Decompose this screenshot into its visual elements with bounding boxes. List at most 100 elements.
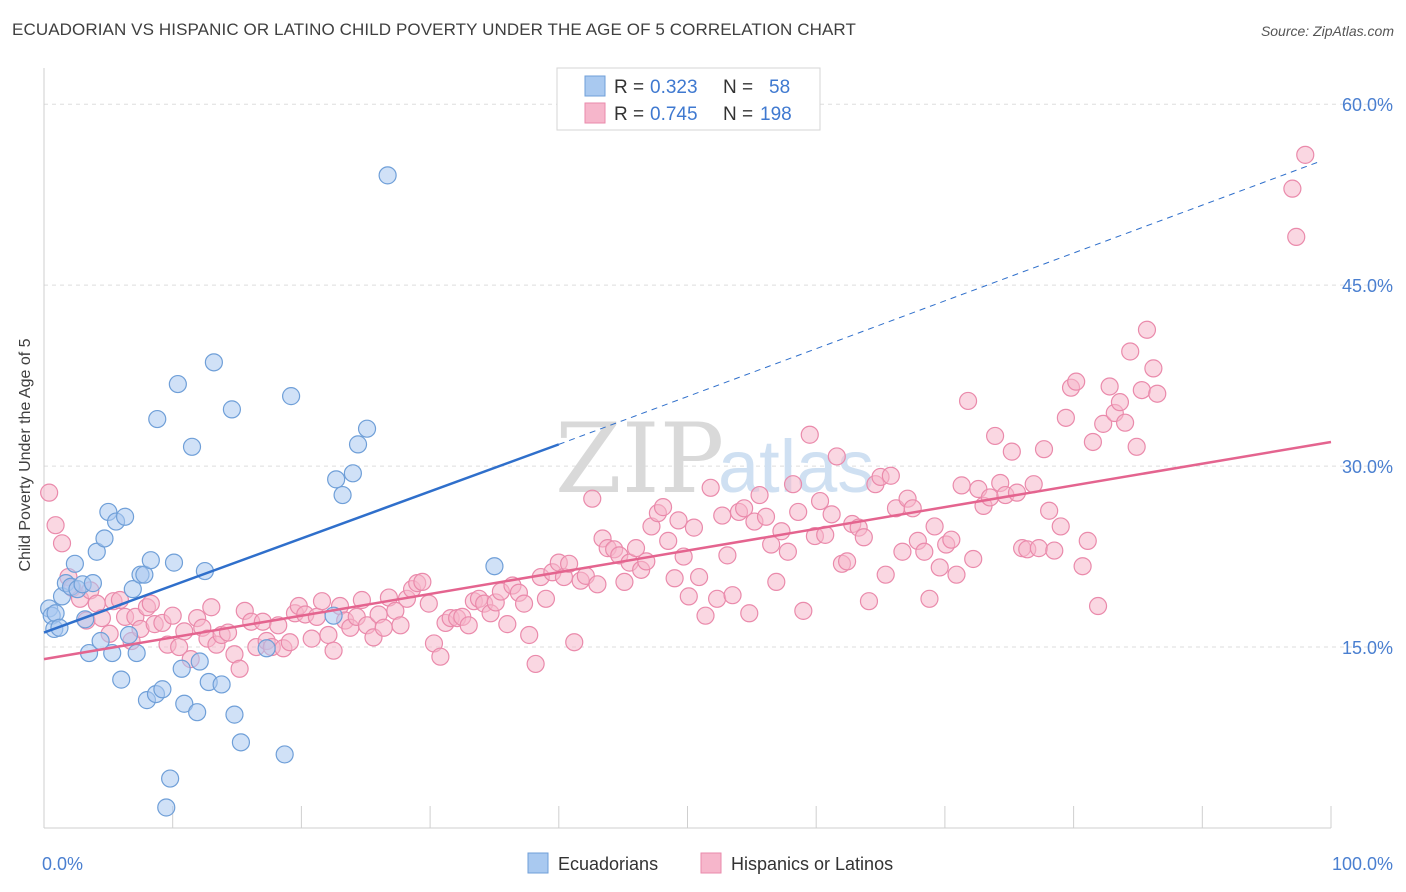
data-point [837,552,857,571]
data-point [164,553,184,572]
data-point [696,606,715,625]
y-tick-label: 15.0% [1342,638,1393,658]
data-point [854,528,873,547]
data-point [1034,440,1054,459]
legend-n-label: N = [723,104,753,125]
data-point [514,594,534,613]
legend-n-label: N = [723,77,753,98]
trend-line-ecuadorians [43,443,560,634]
data-point [701,478,720,497]
data-point [115,507,135,526]
watermark-atlas: atlas [718,425,874,508]
data-point [168,374,187,394]
data-point [182,437,202,456]
data-point [327,470,346,489]
data-point [876,565,895,584]
data-point [1137,320,1157,339]
data-point [112,670,131,689]
y-tick-labels: 15.0% 30.0% 45.0% 60.0% [1342,95,1393,658]
data-point [1045,541,1064,560]
source-label: Source: ZipAtlas.com [1260,23,1394,39]
data-point [559,554,579,573]
data-point [175,694,194,713]
data-point [230,659,249,678]
data-point [163,606,182,625]
data-point [1040,501,1059,520]
data-point [141,594,160,613]
data-point [952,476,971,495]
data-point [40,483,59,502]
legend-r-value: 0.323 [650,77,698,98]
data-point [485,557,504,576]
legend-r-label: R = [614,77,644,98]
data-point [1121,342,1140,361]
data-point [925,517,944,536]
data-point [1078,531,1097,550]
chart-title: ECUADORIAN VS HISPANIC OR LATINO CHILD P… [12,20,856,39]
legend-r-label: R = [614,104,644,125]
data-point [735,499,754,518]
data-point [190,652,209,671]
data-point [1088,596,1108,616]
data-point [772,522,791,541]
data-point [930,558,949,577]
data-point [231,733,251,752]
data-point [583,489,602,508]
data-point [947,565,966,584]
data-point [280,633,299,652]
data-point [357,419,377,438]
y-tick-label: 45.0% [1342,276,1393,296]
data-point [794,601,813,620]
data-point [1296,145,1315,164]
data-point [626,539,646,558]
data-point [161,769,180,788]
data-point [588,575,607,594]
data-point [1002,442,1021,461]
data-point [498,615,517,634]
data-point [275,745,294,764]
data-point [756,507,776,526]
legend-bottom: Ecuadorians Hispanics or Latinos [527,852,893,874]
data-point [659,531,678,550]
data-point [1115,413,1135,432]
data-point [536,589,556,608]
data-point [718,546,737,565]
data-point [964,549,983,569]
data-point [119,625,139,645]
legend-bottom-label-hispanics: Hispanics or Latinos [731,854,893,874]
trend-lines [43,161,1332,661]
data-point [157,798,176,817]
data-point [202,598,221,617]
trend-line-ecuadorians-extension [558,161,1319,445]
data-point [1287,227,1306,246]
data-point [1051,517,1070,536]
data-point [740,604,759,623]
legend-n-value: 58 [769,77,790,98]
data-point [713,506,732,525]
data-point [257,639,276,658]
data-point [302,629,321,648]
legend-n-value: 198 [760,104,792,125]
legend-r-value: 0.745 [650,104,698,125]
data-point [95,529,114,548]
data-point [312,592,332,611]
legend-top: R = 0.323 N = 58 R = 0.745 N = 198 [556,67,821,131]
data-point [324,641,343,660]
y-tick-label: 30.0% [1342,457,1393,477]
legend-bottom-label-ecuadorians: Ecuadorians [558,854,658,874]
data-point [333,485,352,505]
data-point [920,589,939,608]
data-point [1110,393,1130,412]
legend-bottom-swatch-hispanics [700,852,722,874]
ecuadorian-points [40,166,504,817]
watermark-zip: ZIP [555,403,724,515]
data-point [1029,539,1048,558]
hispanic-points [40,145,1315,678]
data-point [413,572,432,592]
data-point [778,542,797,561]
data-point [141,551,160,570]
data-point [225,705,244,724]
data-point [431,647,450,666]
data-point [526,654,545,674]
data-point [679,587,698,606]
